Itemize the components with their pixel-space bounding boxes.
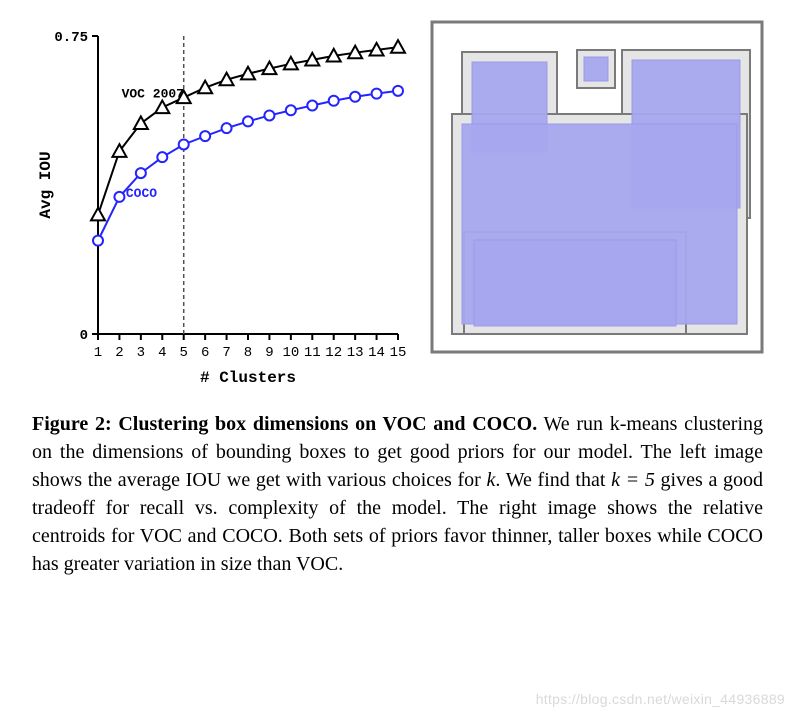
svg-text:9: 9	[265, 345, 273, 361]
avg-iou-chart: 00.75123456789101112131415# ClustersAvg …	[30, 18, 410, 388]
svg-text:1: 1	[94, 345, 102, 361]
caption-text-2: . We find that	[495, 469, 611, 491]
svg-text:7: 7	[222, 345, 230, 361]
svg-text:11: 11	[304, 345, 321, 361]
figure-caption: Figure 2: Clustering box dimensions on V…	[30, 410, 765, 578]
svg-text:COCO: COCO	[126, 186, 157, 201]
svg-text:2: 2	[115, 345, 123, 361]
svg-text:10: 10	[282, 345, 299, 361]
watermark: https://blog.csdn.net/weixin_44936889	[536, 691, 785, 707]
svg-text:13: 13	[347, 345, 364, 361]
svg-text:0: 0	[80, 328, 88, 344]
svg-text:14: 14	[368, 345, 385, 361]
svg-text:8: 8	[244, 345, 252, 361]
figure-title: Clustering box dimensions on VOC and COC…	[118, 413, 537, 435]
svg-text:6: 6	[201, 345, 209, 361]
svg-text:4: 4	[158, 345, 166, 361]
svg-text:12: 12	[325, 345, 342, 361]
svg-text:5: 5	[180, 345, 188, 361]
svg-text:0.75: 0.75	[54, 30, 88, 46]
svg-text:Avg IOU: Avg IOU	[37, 151, 55, 218]
figure-label: Figure 2:	[32, 413, 112, 435]
svg-text:3: 3	[137, 345, 145, 361]
svg-text:15: 15	[390, 345, 407, 361]
caption-k-eq: k = 5	[611, 469, 655, 491]
centroid-boxes-panel	[428, 18, 768, 358]
svg-text:# Clusters: # Clusters	[200, 369, 296, 387]
svg-text:VOC 2007: VOC 2007	[122, 87, 184, 102]
